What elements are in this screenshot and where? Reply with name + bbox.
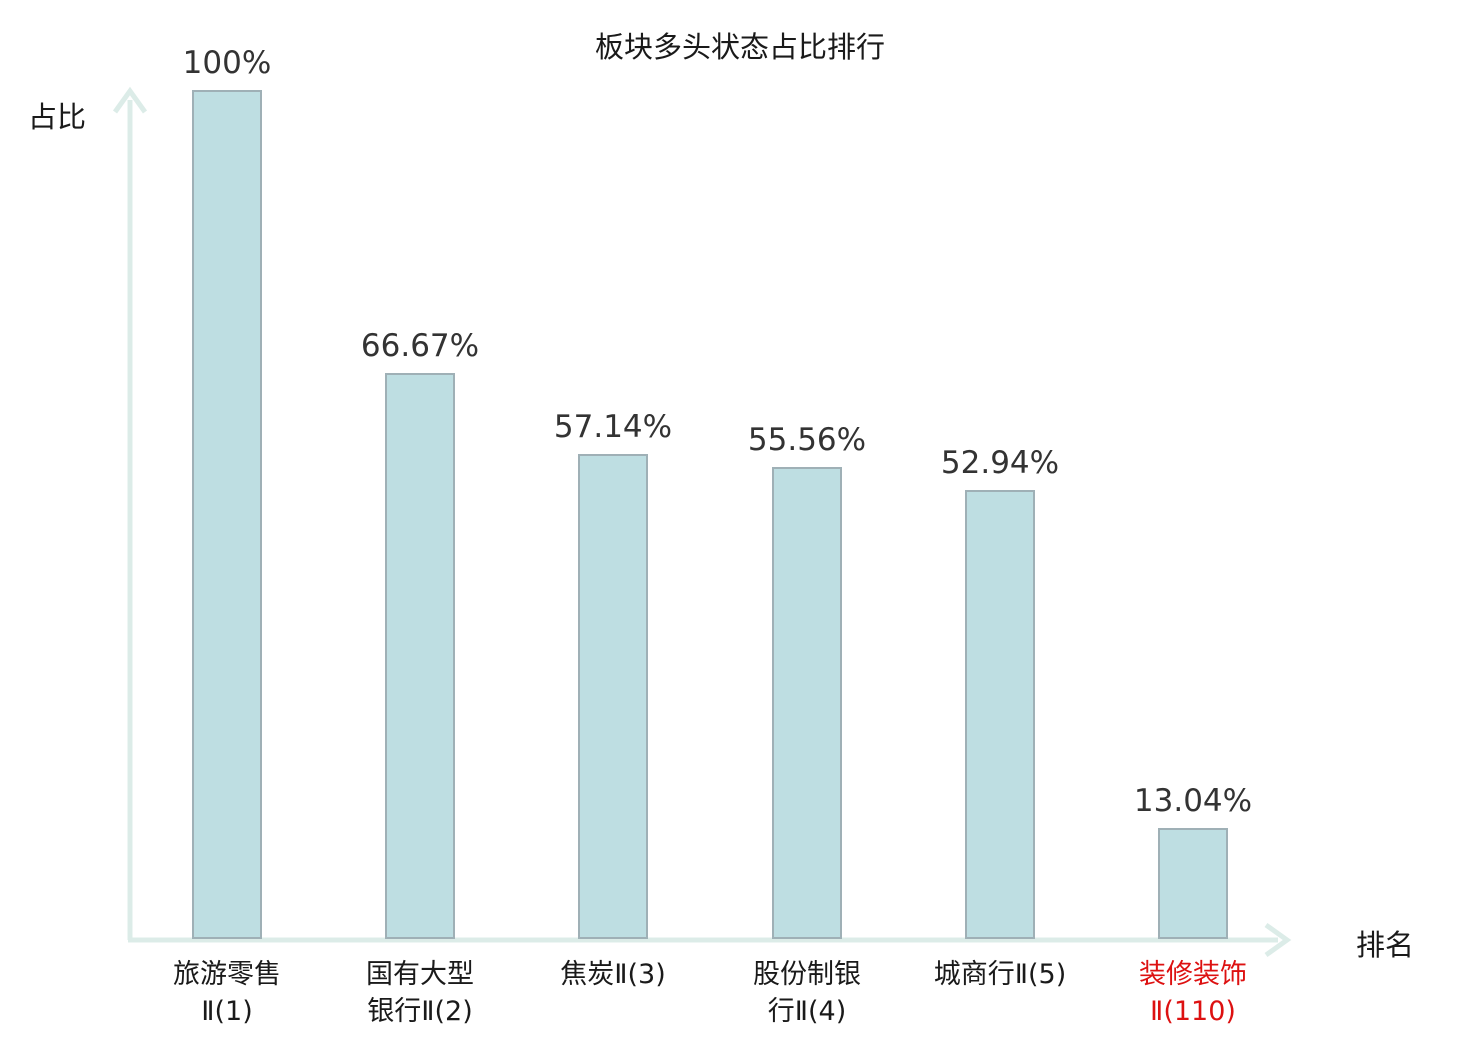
x-tick-label: 城商行Ⅱ(5) [880, 956, 1120, 993]
chart-title: 板块多头状态占比排行 [594, 30, 885, 64]
x-tick-label-line: 股份制银 [753, 959, 861, 990]
x-axis-label: 排名 [1356, 928, 1415, 962]
y-axis-label: 占比 [28, 100, 87, 134]
x-tick-label-line: 旅游零售 [173, 959, 281, 990]
x-tick-label-line: 银行Ⅱ(2) [367, 996, 473, 1027]
x-tick-label-line: 城商行Ⅱ(5) [933, 959, 1067, 990]
bar [772, 467, 842, 939]
bar-value-label: 57.14% [553, 409, 673, 445]
bar-value-label: 55.56% [747, 422, 867, 458]
x-tick-label: 装修装饰 Ⅱ(110) [1073, 956, 1313, 1030]
x-tick-label-line: Ⅱ(1) [201, 996, 253, 1027]
bar-value-label: 66.67% [360, 328, 480, 364]
x-axis [128, 922, 1292, 958]
x-tick-label: 焦炭Ⅱ(3) [493, 956, 733, 993]
x-tick-label-line: 行Ⅱ(4) [767, 996, 847, 1027]
x-tick-label-line: Ⅱ(110) [1150, 996, 1236, 1027]
bar-value-label: 13.04% [1133, 783, 1253, 819]
x-tick-label-line: 国有大型 [366, 959, 474, 990]
bar [385, 373, 455, 939]
y-axis [112, 86, 148, 940]
bar [192, 90, 262, 939]
x-tick-label-line: 装修装饰 [1139, 959, 1247, 990]
x-tick-label: 股份制银行Ⅱ(4) [687, 956, 927, 1030]
bar-value-label: 52.94% [940, 445, 1060, 481]
bar-value-label: 100% [182, 45, 272, 81]
x-tick-label: 国有大型银行Ⅱ(2) [300, 956, 540, 1030]
bar [965, 490, 1035, 939]
bar [578, 454, 648, 939]
x-axis-arrow-icon [1264, 922, 1292, 958]
y-axis-arrow-icon [112, 86, 148, 114]
bar [1158, 828, 1228, 939]
x-tick-label: 旅游零售 Ⅱ(1) [107, 956, 347, 1030]
x-tick-label-line: 焦炭Ⅱ(3) [560, 959, 666, 990]
